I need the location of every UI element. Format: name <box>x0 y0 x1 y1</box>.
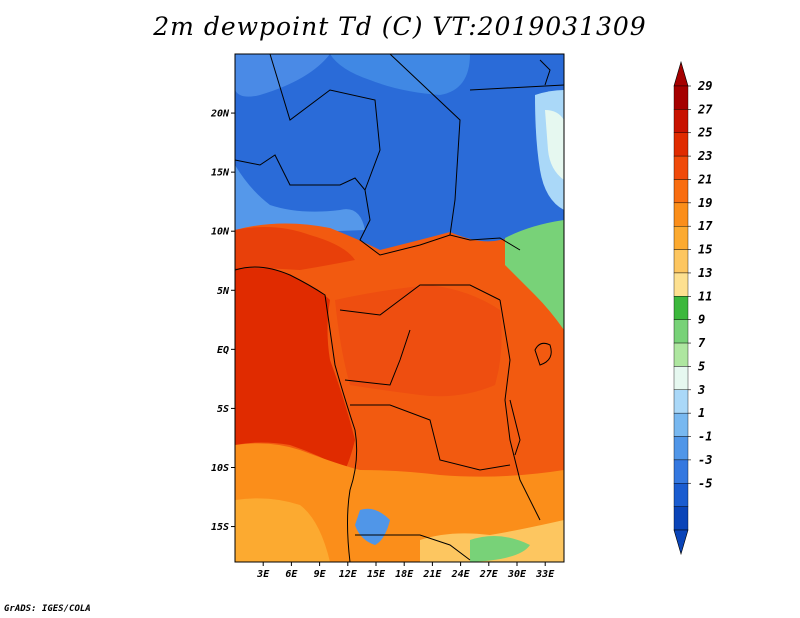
lon-tick-label: 9E <box>314 569 327 580</box>
colorbar-segment <box>673 506 689 531</box>
field-patch-north <box>330 54 470 95</box>
field-eastern-highlands <box>505 220 564 330</box>
colorbar-segment <box>673 155 689 180</box>
lat-tick-label: 10N <box>211 227 230 238</box>
colorbar-label: 25 <box>697 126 712 140</box>
colorbar-segment <box>673 389 689 414</box>
map-title: 2m dewpoint Td (C) VT:2019031309 <box>153 12 647 41</box>
field-atlantic-coast <box>235 264 355 470</box>
lon-tick-label: 15E <box>367 569 386 580</box>
lon-tick-label: 27E <box>479 569 499 580</box>
colorbar-segment <box>673 132 689 157</box>
border-north-2 <box>389 54 461 236</box>
colorbar-label: 19 <box>698 196 712 210</box>
colorbar-label: 3 <box>697 383 705 397</box>
border-sahel <box>235 154 521 256</box>
borders <box>235 54 564 562</box>
colorbar-label: 5 <box>698 359 705 373</box>
field-south-green <box>470 536 530 562</box>
border-north-3 <box>469 84 564 91</box>
colorbar-label: 23 <box>697 149 712 163</box>
field-ethiopia-lightest <box>545 110 564 180</box>
longitude-axis: 3E 6E 9E 12E 15E 18E 21E 24E 27E 30E 33E <box>256 562 555 580</box>
colorbar-label: -5 <box>698 476 712 490</box>
lake-tanganyika <box>509 399 521 456</box>
colorbar-label: 21 <box>697 172 712 186</box>
border-south-2 <box>355 534 471 561</box>
colorbar-extend-min <box>673 529 689 556</box>
lon-tick-label: 24E <box>451 569 471 580</box>
colorbar-segment <box>673 412 689 437</box>
coastline-red-sea <box>539 59 551 86</box>
colorbar-label: -1 <box>698 430 712 444</box>
border-south-1 <box>350 404 511 471</box>
field-gulf-guinea <box>235 226 355 270</box>
lake-victoria <box>534 342 552 366</box>
colorbar-segment <box>673 226 689 250</box>
border-north-1 <box>269 54 381 191</box>
colorbar-segment <box>673 85 689 110</box>
colorbar-label: 17 <box>698 219 713 233</box>
coastline-atlantic <box>235 266 358 562</box>
colorbar-segment <box>673 459 689 484</box>
border-central-1 <box>339 284 501 316</box>
colorbar-segment <box>673 202 689 227</box>
colorbar-label: 27 <box>697 102 713 116</box>
colorbar: 29 27 25 23 21 19 17 15 13 11 9 7 5 3 1 -1 -3 -5 <box>673 60 713 556</box>
dewpoint-field <box>235 54 564 562</box>
colorbar-label: 9 <box>698 313 705 327</box>
field-patch-sahel-west <box>235 165 365 235</box>
colorbar-segment <box>673 179 689 204</box>
colorbar-label: 1 <box>698 406 705 420</box>
lat-tick-label: EQ <box>217 345 229 356</box>
colorbar-extend-max <box>673 60 689 87</box>
colorbar-segment <box>673 366 689 390</box>
map-frame <box>234 53 565 563</box>
field-congo-basin <box>335 285 502 397</box>
colorbar-label: 15 <box>698 243 712 257</box>
field-angola-coast <box>235 498 330 562</box>
lon-tick-label: 6E <box>285 569 298 580</box>
field-namib-dry <box>355 508 390 545</box>
lat-tick-label: 5N <box>217 286 230 297</box>
lat-tick-label: 15N <box>211 168 230 179</box>
border-east <box>499 299 541 521</box>
colorbar-segment <box>673 342 689 367</box>
colorbar-segment <box>673 319 689 344</box>
colorbar-segment <box>673 483 689 507</box>
latitude-axis: 20N 15N 10N 5N EQ 5S 10S 15S <box>210 109 235 533</box>
colorbar-segment <box>673 436 689 461</box>
colorbar-label: 29 <box>697 79 712 93</box>
border-central-2 <box>344 329 411 386</box>
lon-tick-label: 21E <box>422 569 442 580</box>
lon-tick-label: 18E <box>395 569 414 580</box>
lon-tick-label: 33E <box>535 569 555 580</box>
lon-tick-label: 30E <box>507 569 527 580</box>
field-patch-nw <box>235 54 330 97</box>
lon-tick-label: 3E <box>256 569 270 580</box>
lat-tick-label: 10S <box>211 463 229 474</box>
colorbar-label: 7 <box>698 336 706 350</box>
colorbar-label: 13 <box>698 266 712 280</box>
grads-credit: GrADS: IGES/COLA <box>4 604 91 614</box>
colorbar-segment <box>673 272 689 297</box>
lat-tick-label: 20N <box>210 109 230 120</box>
colorbar-segment <box>673 249 689 274</box>
colorbar-segment <box>673 109 689 133</box>
lat-tick-label: 5S <box>217 404 229 415</box>
colorbar-segment <box>673 296 689 320</box>
lon-tick-label: 12E <box>339 569 358 580</box>
lat-tick-label: 15S <box>211 522 229 533</box>
colorbar-label: -3 <box>698 453 712 467</box>
colorbar-label: 11 <box>698 289 712 303</box>
